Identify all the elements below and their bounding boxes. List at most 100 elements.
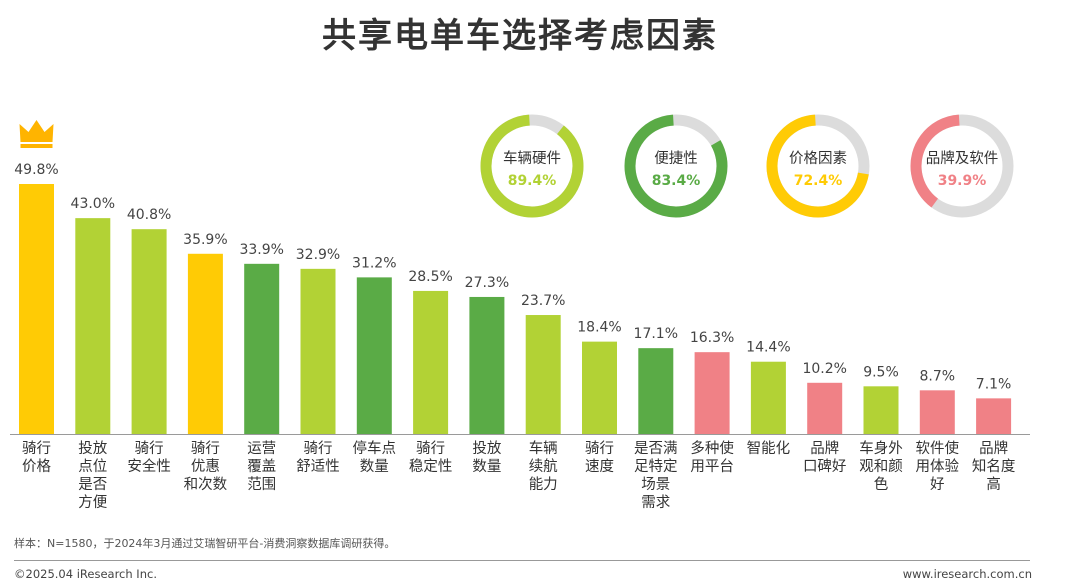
bar-value-label: 17.1% — [634, 326, 678, 342]
bar-value-label: 23.7% — [521, 293, 565, 309]
category-label: 高 — [986, 476, 1001, 493]
bar — [807, 382, 843, 434]
category-label: 价格 — [22, 458, 51, 475]
footer-divider — [14, 560, 1030, 561]
donut-name: 价格因素 — [789, 150, 847, 167]
bar — [413, 290, 449, 434]
crown-icon — [19, 120, 54, 149]
bar — [469, 296, 505, 434]
category-label: 是否 — [78, 477, 107, 493]
category-label: 好 — [930, 476, 945, 493]
category-label: 覆盖 — [247, 458, 276, 475]
category-label: 多种使 — [690, 440, 734, 457]
bar — [750, 361, 786, 434]
category-label: 数量 — [360, 458, 389, 475]
bar-value-label: 8.7% — [920, 368, 956, 384]
bar — [976, 398, 1012, 434]
donut-name: 便捷性 — [654, 150, 698, 167]
category-label: 运营 — [247, 440, 276, 457]
bar — [75, 218, 111, 434]
donut-convenience: 便捷性 83.4% — [624, 114, 728, 218]
donut-value: 39.9% — [938, 173, 987, 189]
donut-name: 车辆硬件 — [503, 150, 561, 167]
bar-value-label: 14.4% — [746, 340, 790, 356]
category-label: 骑行 — [191, 440, 220, 457]
category-label: 数量 — [472, 458, 501, 475]
bar — [638, 348, 674, 434]
bar-value-label: 35.9% — [183, 232, 227, 248]
bar — [694, 352, 730, 434]
category-label: 用体验 — [916, 458, 960, 475]
category-label: 骑行 — [304, 440, 333, 457]
category-label: 骑行 — [585, 440, 614, 457]
donut-brand: 品牌及软件 39.9% — [910, 114, 1014, 218]
category-label: 车辆 — [529, 440, 558, 457]
bar-value-label: 10.2% — [802, 361, 846, 377]
sample-note: 样本：N=1580，于2024年3月通过艾瑞智研平台-消费洞察数据库调研获得。 — [14, 537, 396, 550]
category-label: 稳定性 — [409, 458, 453, 475]
category-label: 方便 — [78, 494, 107, 511]
category-label: 足特定 — [634, 458, 678, 475]
category-label: 需求 — [641, 494, 670, 511]
bar-value-label: 27.3% — [465, 275, 509, 291]
donut-arc — [480, 114, 584, 218]
donut-charts: 车辆硬件 89.4% 便捷性 83.4% 价格因素 72.4% 品牌及软件 39.9% — [480, 114, 1014, 218]
category-label: 智能化 — [747, 440, 791, 457]
bar — [131, 229, 167, 434]
category-label: 范围 — [247, 476, 276, 493]
chart-title: 共享电单车选择考虑因素 — [322, 16, 718, 56]
bar-value-label: 49.8% — [14, 162, 58, 178]
donut-arc — [910, 114, 1014, 218]
bar — [244, 263, 280, 434]
bar — [356, 277, 392, 434]
category-label: 场景 — [641, 476, 670, 493]
category-label: 骑行 — [22, 440, 51, 457]
category-label: 速度 — [585, 458, 614, 475]
category-label: 舒适性 — [296, 458, 340, 475]
bar-value-label: 33.9% — [239, 242, 283, 258]
donut-value: 83.4% — [652, 173, 701, 189]
category-label: 品牌 — [979, 440, 1008, 457]
donut-name: 品牌及软件 — [926, 150, 999, 167]
category-label: 软件使 — [916, 440, 960, 457]
bar — [525, 315, 561, 434]
website-link[interactable]: www.iresearch.com.cn — [902, 567, 1032, 581]
bar — [919, 390, 955, 434]
bar-value-label: 16.3% — [690, 330, 734, 346]
category-label: 知名度 — [972, 458, 1016, 475]
category-label: 用平台 — [690, 458, 734, 475]
bar — [187, 253, 223, 434]
category-label: 投放 — [472, 440, 501, 457]
bar-value-label: 43.0% — [71, 196, 115, 212]
bar-value-label: 18.4% — [577, 320, 621, 336]
bar-value-label: 40.8% — [127, 207, 171, 223]
bar-value-label: 31.2% — [352, 255, 396, 271]
category-label: 车身外 — [859, 440, 903, 457]
category-label: 观和颜 — [859, 458, 903, 475]
bar — [863, 386, 899, 434]
bar-value-label: 32.9% — [296, 247, 340, 263]
category-label: 和次数 — [184, 476, 228, 493]
category-label: 是否满 — [634, 440, 678, 457]
copyright-text: ©2025.04 iResearch Inc. — [14, 567, 157, 581]
category-label: 能力 — [529, 476, 558, 493]
category-label: 品牌 — [810, 440, 839, 457]
bar-value-label: 7.1% — [976, 376, 1012, 392]
bar — [19, 184, 54, 434]
category-label: 点位 — [78, 458, 107, 475]
bar — [300, 268, 336, 434]
bar-value-label: 9.5% — [863, 364, 899, 380]
donut-arc — [624, 114, 728, 218]
category-label: 续航 — [529, 458, 558, 475]
donut-value: 89.4% — [508, 173, 557, 189]
donut-hardware: 车辆硬件 89.4% — [480, 114, 584, 218]
bar — [582, 341, 617, 434]
category-label: 优惠 — [191, 458, 220, 475]
category-label: 安全性 — [127, 457, 171, 475]
category-label: 停车点 — [353, 440, 397, 457]
category-label: 骑行 — [416, 440, 445, 457]
category-label: 投放 — [78, 440, 107, 457]
donut-value: 72.4% — [794, 173, 843, 189]
